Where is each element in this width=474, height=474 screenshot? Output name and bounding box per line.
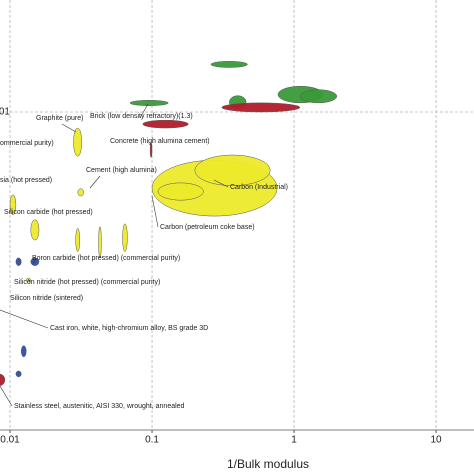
marks	[0, 61, 338, 386]
annotations: Graphite (pure) Brick (low density refrac…	[0, 113, 288, 410]
annotation: Carbon (Industrial)	[230, 184, 288, 191]
annotation: Cement (high alumina)	[86, 167, 157, 174]
material-bubble	[15, 370, 22, 378]
material-bubble	[210, 61, 248, 68]
x-axis-label: 1/Bulk modulus	[227, 457, 309, 471]
material-bubble	[0, 373, 6, 386]
x-tick-label: 10	[430, 435, 442, 446]
material-bubble	[142, 119, 189, 129]
annotation: ommercial purity)	[0, 140, 54, 147]
material-bubble	[73, 127, 83, 157]
annotation: Carbon (petroleum coke base)	[160, 224, 255, 231]
material-bubble	[30, 219, 40, 241]
material-bubble	[77, 188, 84, 197]
annotation: Brick (low density refractory)(1.3)	[90, 113, 193, 120]
material-bubble	[9, 194, 17, 215]
material-bubble	[15, 257, 22, 266]
x-tick-label: 0.1	[145, 435, 159, 446]
plot-layer	[0, 0, 474, 433]
x-tick-label: 1	[291, 435, 297, 446]
material-bubble	[21, 345, 27, 358]
material-bubble	[75, 228, 81, 252]
material-bubble	[299, 89, 338, 104]
annotation: Stainless steel, austenitic, AISI 330, w…	[14, 403, 185, 410]
material-bubble	[129, 100, 169, 106]
leader-lines	[0, 103, 229, 407]
annotation: Boron carbide (hot pressed) (commercial …	[32, 255, 180, 262]
annotation: Silicon nitride (sintered)	[10, 295, 83, 302]
material-bubble	[98, 226, 102, 259]
material-bubble	[221, 102, 301, 113]
annotation: Graphite (pure)	[36, 115, 83, 122]
material-bubble	[157, 182, 204, 201]
annotation: sia (hot pressed)	[0, 177, 52, 184]
annotation: Concrete (high alumina cement)	[110, 138, 210, 145]
annotation: Silicon nitride (hot pressed) (commercia…	[14, 279, 160, 286]
x-tick-label: 0.01	[0, 435, 20, 446]
annotation: Silicon carbide (hot pressed)	[4, 209, 93, 216]
material-bubble	[194, 154, 271, 186]
grid	[0, 0, 474, 433]
annotation: Cast iron, white, high-chromium alloy, B…	[50, 325, 208, 332]
material-bubble	[149, 142, 153, 158]
material-bubble	[122, 223, 128, 252]
